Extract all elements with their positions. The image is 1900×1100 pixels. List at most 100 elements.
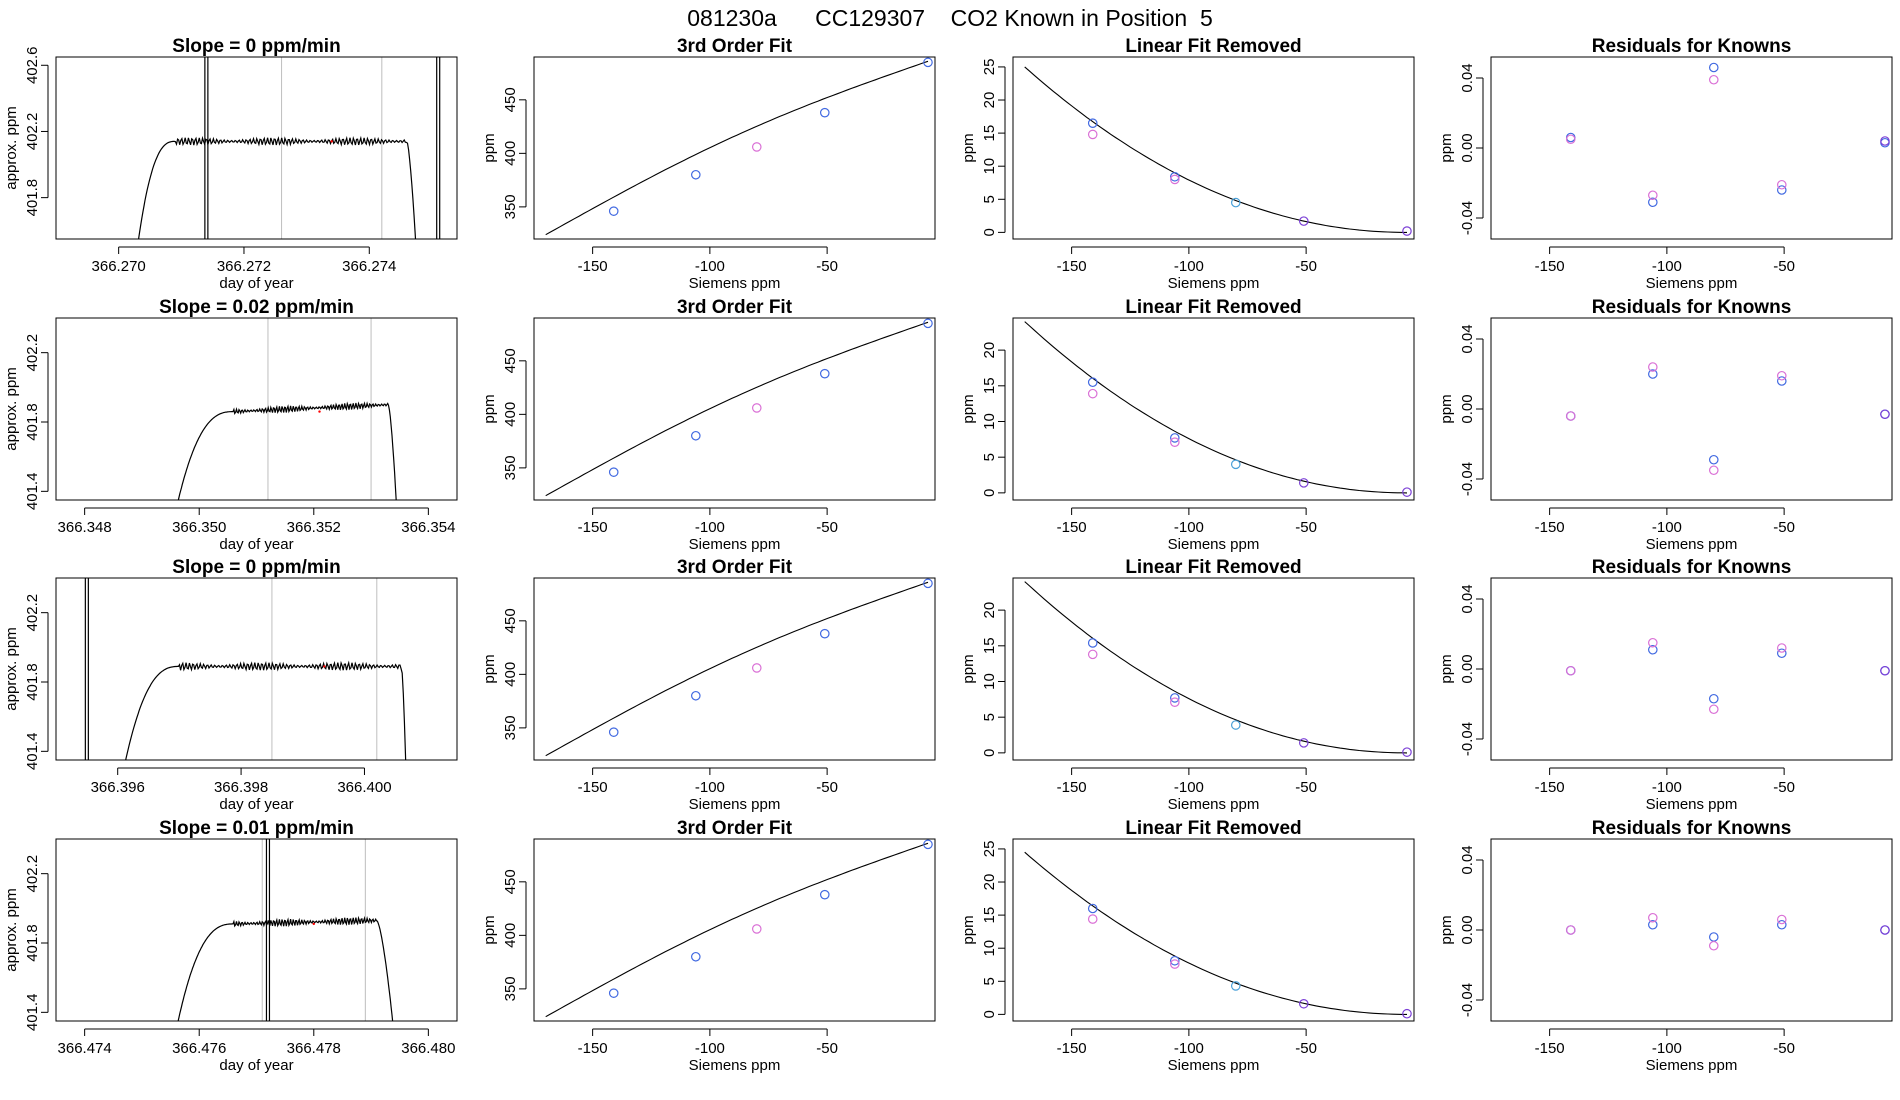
mean-marker [318, 410, 321, 413]
data-point [1087, 388, 1098, 399]
y-tick-label: 10 [981, 940, 998, 957]
x-tick-label: -100 [1652, 1040, 1682, 1057]
y-tick-label: 0 [981, 228, 998, 236]
mean-marker [312, 922, 315, 926]
data-point [923, 578, 933, 589]
y-tick-label: 0.00 [1459, 654, 1476, 683]
data-point [1708, 465, 1719, 476]
x-tick-label: -150 [1057, 519, 1087, 536]
y-tick-label: 0.00 [1459, 133, 1476, 162]
panel-2-4: Residuals for Knowns -150 -100 -50 Siemens p… [1438, 297, 1893, 553]
y-tick-label: 401.8 [24, 924, 41, 962]
panel-1-4: Residuals for Knowns -150 -100 -50 Siemens p… [1438, 36, 1893, 292]
plot-area [1565, 912, 1890, 951]
x-axis-label: Siemens ppm [689, 796, 781, 813]
x-tick-label: -150 [1535, 1040, 1565, 1057]
y-tick-label: 450 [502, 869, 519, 894]
data-point [691, 430, 701, 441]
x-axis-label: Siemens ppm [1646, 1057, 1738, 1074]
data-point [1402, 487, 1412, 497]
data-point [1565, 134, 1576, 145]
x-tick-label: -100 [695, 519, 725, 536]
x-tick-label: 366.480 [401, 1040, 455, 1057]
panel-3-2: 3rd Order Fit -150 -100 -50 Siemens ppm 350 40… [481, 557, 936, 813]
y-tick-label: 0 [981, 749, 998, 757]
y-axis-label: ppm [960, 133, 977, 162]
panel-title: Residuals for Knowns [1592, 557, 1792, 578]
data-point [751, 663, 762, 673]
x-tick-label: -100 [695, 779, 725, 796]
data-point [1880, 925, 1890, 935]
x-tick-label: -100 [1652, 258, 1682, 275]
data-point [1402, 226, 1412, 236]
data-point [1087, 377, 1098, 388]
data-point [1880, 665, 1890, 676]
x-tick-label: -50 [816, 519, 838, 536]
data-point [1776, 376, 1787, 386]
x-tick-label: 366.352 [287, 519, 341, 536]
x-tick-label: 366.270 [92, 258, 146, 275]
panel-1-3: Linear Fit Removed -150 -100 -50 Siemens ppm… [960, 36, 1415, 292]
data-point [1565, 411, 1576, 421]
data-point [1087, 118, 1098, 128]
y-tick-label: 401.4 [24, 473, 41, 511]
y-tick-label: 15 [981, 907, 998, 924]
panel-3-3: Linear Fit Removed -150 -100 -50 Siemens ppm… [960, 557, 1415, 813]
plot-area [177, 839, 394, 1021]
x-axis-label: Siemens ppm [689, 536, 781, 553]
x-tick-label: -100 [1174, 779, 1204, 796]
y-tick-label: 5 [981, 977, 998, 985]
x-tick-label: 366.350 [172, 519, 226, 536]
x-tick-label: -50 [1295, 779, 1317, 796]
mean-marker [330, 140, 333, 143]
data-point [1565, 665, 1576, 676]
data-point [1648, 919, 1658, 930]
panel-title: Slope = 0.02 ppm/min [159, 297, 354, 318]
data-point [1776, 919, 1787, 930]
data-point [608, 206, 619, 216]
y-axis-label: approx. ppm [3, 627, 20, 710]
data-point [1230, 459, 1241, 470]
x-tick-label: -50 [1773, 519, 1795, 536]
x-axis-label: Siemens ppm [689, 1057, 781, 1074]
y-tick-label: 25 [981, 841, 998, 858]
y-tick-label: 20 [981, 342, 998, 359]
fit-curve [1024, 851, 1407, 1015]
data-point [1708, 704, 1719, 715]
data-point [751, 142, 762, 152]
y-tick-label: 402.2 [24, 594, 41, 632]
y-axis-label: ppm [1438, 133, 1455, 162]
x-axis-label: Siemens ppm [689, 275, 781, 292]
plot-frame [533, 317, 936, 501]
x-tick-label: -100 [695, 1040, 725, 1057]
x-axis-label: Siemens ppm [1646, 536, 1738, 553]
plot-frame [1012, 317, 1415, 501]
plot-frame [1490, 577, 1893, 761]
y-tick-label: 450 [502, 348, 519, 373]
concentration-trace [125, 660, 407, 760]
fit-curve [545, 321, 929, 497]
y-tick-label: 10 [981, 158, 998, 175]
y-tick-label: 20 [981, 874, 998, 891]
plot-frame [1490, 838, 1893, 1022]
plot-area [1565, 62, 1890, 208]
panel-4-3: Linear Fit Removed -150 -100 -50 Siemens ppm… [960, 818, 1415, 1074]
plot-frame [1012, 577, 1415, 761]
data-point [751, 924, 762, 934]
x-tick-label: -150 [578, 1040, 608, 1057]
panel-title: Linear Fit Removed [1125, 818, 1301, 839]
plot-frame [55, 838, 458, 1022]
data-point [1298, 738, 1309, 748]
plot-frame [55, 577, 458, 761]
panel-2-1: Slope = 0.02 ppm/min 366.348 366.350 366.35… [3, 297, 458, 553]
data-point [1230, 720, 1241, 730]
plot-area [545, 578, 933, 757]
y-tick-label: 0.04 [1459, 63, 1476, 92]
plot-area [1024, 66, 1412, 236]
x-tick-label: -50 [1773, 1040, 1795, 1057]
panel-4-2: 3rd Order Fit -150 -100 -50 Siemens ppm 350 40… [481, 818, 936, 1074]
data-point [691, 951, 701, 962]
y-tick-label: 20 [981, 92, 998, 109]
y-tick-label: 350 [502, 194, 519, 219]
data-point [608, 727, 619, 737]
